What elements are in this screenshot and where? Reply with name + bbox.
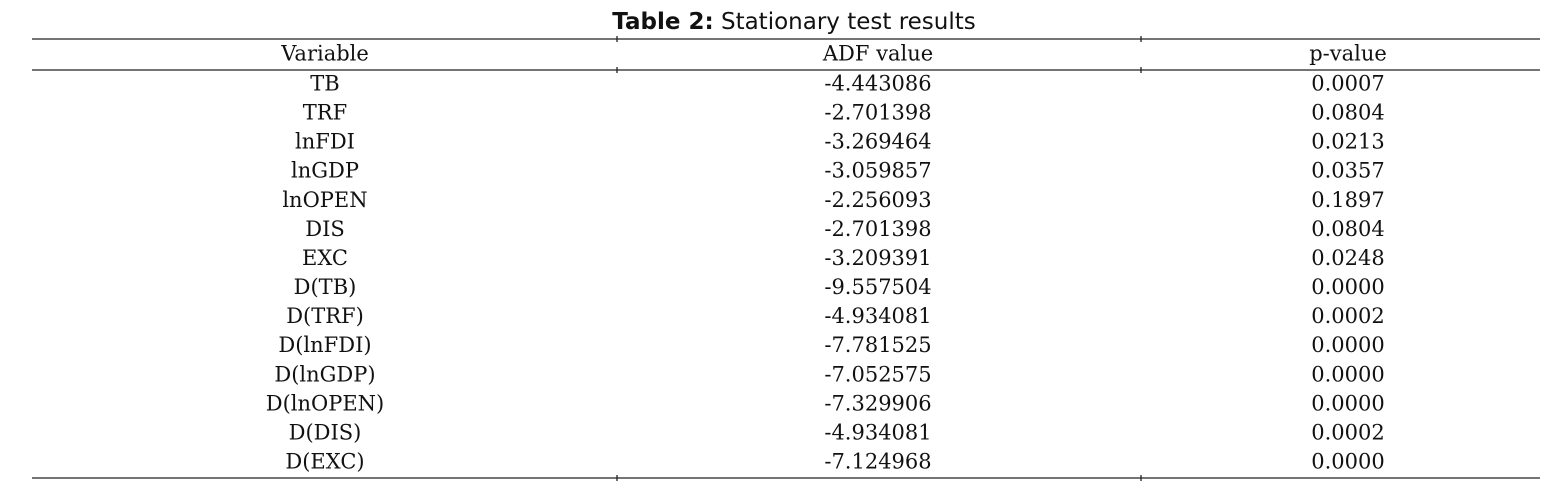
cell: 0.1897 [1311,188,1384,212]
cell: -3.209391 [824,246,931,270]
header-cell: p-value [1309,42,1387,66]
cell: 0.0248 [1311,246,1384,270]
cell: 0.0357 [1311,159,1384,183]
cell: DIS [305,217,345,241]
cell: -7.124968 [824,450,931,474]
cell: -7.052575 [824,362,931,386]
cell: lnGDP [291,159,359,183]
cell: 0.0804 [1311,217,1384,241]
cell: -4.934081 [824,304,931,328]
cell: TB [310,72,339,96]
cell: 0.0804 [1311,101,1384,125]
cell: D(TB) [294,275,357,299]
caption: Table 2: Stationary test results [612,9,976,35]
cell: 0.0000 [1311,450,1384,474]
cell: 0.0000 [1311,362,1384,386]
cell: -7.329906 [824,391,931,415]
cell: 0.0000 [1311,333,1384,357]
cell: -2.701398 [824,101,931,125]
cell: D(lnGDP) [274,362,375,386]
header-cell: ADF value [822,42,933,66]
cell: D(EXC) [285,450,364,474]
cell: 0.0213 [1311,130,1384,154]
cell: 0.0000 [1311,275,1384,299]
cell: lnOPEN [282,188,367,212]
cell: TRF [303,101,347,125]
cell: 0.0002 [1311,304,1384,328]
cell: -4.934081 [824,420,931,444]
cell: -4.443086 [824,72,931,96]
cell: -3.059857 [824,159,931,183]
caption-label: Table 2: [612,9,713,35]
cell: -2.256093 [824,188,931,212]
cell: lnFDI [295,130,355,154]
cell: D(TRF) [286,304,364,328]
cell: -9.557504 [824,275,931,299]
header-cell: Variable [280,42,369,66]
cell: -2.701398 [824,217,931,241]
cell: D(DIS) [289,420,362,444]
cell: D(lnOPEN) [266,391,385,415]
cell: D(lnFDI) [278,333,371,357]
cell: 0.0002 [1311,420,1384,444]
cell: -3.269464 [824,130,931,154]
caption-text: Stationary test results [721,9,976,35]
cell: -7.781525 [824,333,931,357]
cell: EXC [302,246,348,270]
cell: 0.0007 [1311,72,1384,96]
cell: 0.0000 [1311,391,1384,415]
